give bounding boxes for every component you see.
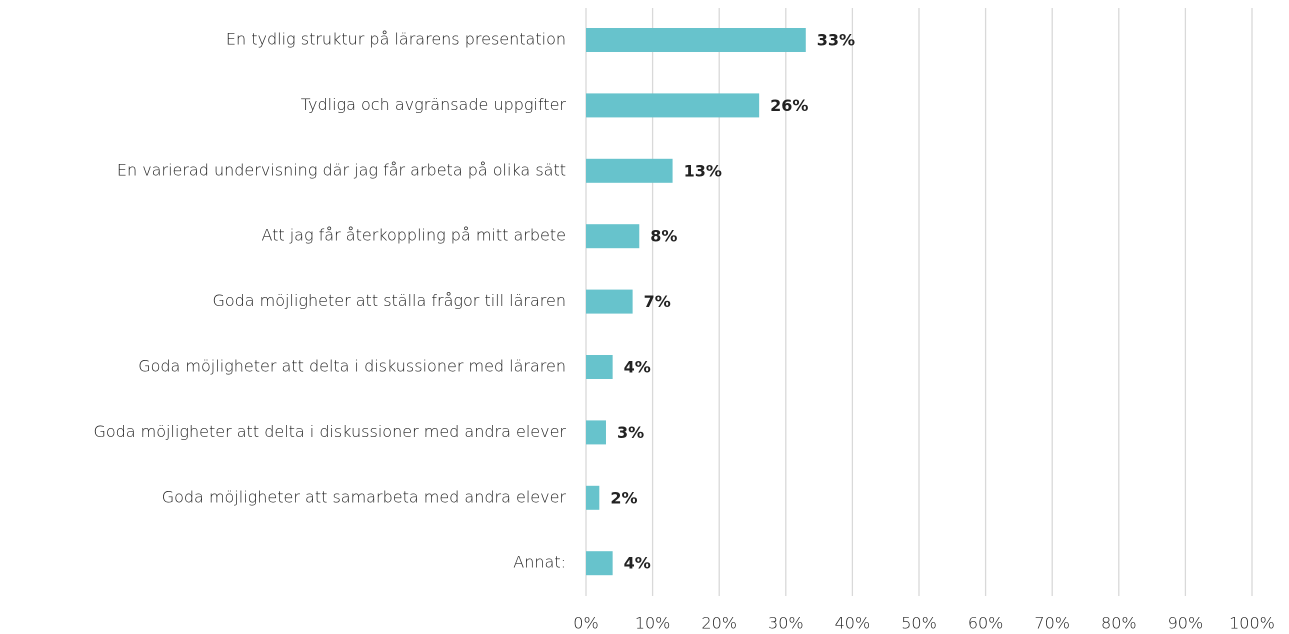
value-label: 8%	[650, 227, 677, 246]
bar	[586, 420, 606, 445]
value-label: 4%	[624, 554, 651, 573]
value-label: 7%	[644, 292, 671, 311]
x-tick-label: 100%	[1229, 614, 1275, 633]
y-tick-label: Goda möjligheter att ställa frågor till …	[212, 291, 566, 310]
x-tick-label: 20%	[701, 614, 737, 633]
y-tick-label: En varierad undervisning där jag får arb…	[117, 160, 566, 179]
y-tick-label: Goda möjligheter att delta i diskussione…	[138, 357, 566, 376]
y-tick-label: Goda möjligheter att samarbeta med andra…	[162, 487, 567, 506]
x-tick-label: 90%	[1168, 614, 1204, 633]
x-tick-label: 10%	[635, 614, 671, 633]
value-label: 2%	[610, 488, 637, 507]
x-tick-label: 0%	[573, 614, 598, 633]
value-label: 3%	[617, 423, 644, 442]
y-tick-label: Goda möjligheter att delta i diskussione…	[93, 422, 566, 441]
x-tick-label: 60%	[968, 614, 1004, 633]
y-tick-label: En tydlig struktur på lärarens presentat…	[226, 30, 566, 49]
x-tick-label: 80%	[1101, 614, 1137, 633]
value-label: 33%	[817, 31, 855, 50]
y-tick-label: Tydliga och avgränsade uppgifter	[301, 95, 567, 114]
bar	[586, 485, 600, 510]
bar	[586, 158, 673, 183]
bar	[586, 224, 640, 249]
value-label: 26%	[770, 96, 808, 115]
x-tick-label: 50%	[901, 614, 937, 633]
value-label: 4%	[624, 358, 651, 377]
bar	[586, 28, 806, 52]
x-tick-label: 40%	[835, 614, 871, 633]
bar	[586, 551, 613, 576]
value-label: 13%	[684, 161, 722, 180]
x-tick-label: 70%	[1034, 614, 1070, 633]
x-tick-label: 30%	[768, 614, 804, 633]
bar	[586, 289, 633, 314]
y-tick-label: Annat:	[513, 553, 566, 572]
bar	[586, 355, 613, 379]
y-tick-label: Att jag får återkoppling på mitt arbete	[261, 226, 566, 245]
bar	[586, 93, 760, 118]
